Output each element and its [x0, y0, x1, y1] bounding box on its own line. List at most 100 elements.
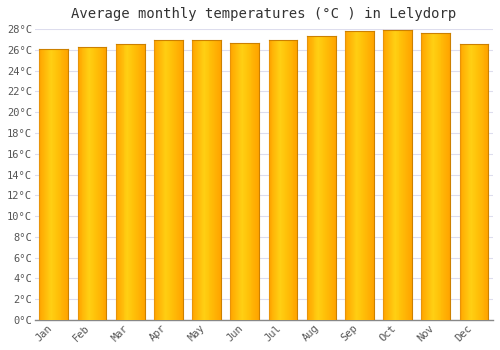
Bar: [78, 47, 80, 320]
Bar: [258, 43, 259, 320]
Bar: [478, 44, 480, 320]
Bar: [466, 44, 468, 320]
Bar: [448, 33, 449, 320]
Bar: [53, 49, 54, 320]
Bar: [238, 43, 239, 320]
Bar: [198, 41, 199, 320]
Bar: [256, 43, 257, 320]
Bar: [310, 36, 312, 320]
Bar: [199, 41, 200, 320]
Bar: [164, 41, 166, 320]
Bar: [436, 33, 438, 320]
Bar: [284, 41, 285, 320]
Bar: [208, 41, 210, 320]
Bar: [290, 41, 292, 320]
Bar: [46, 49, 47, 320]
Bar: [332, 36, 334, 320]
Bar: [119, 44, 120, 320]
Bar: [372, 31, 374, 320]
Bar: [438, 33, 440, 320]
Bar: [56, 49, 58, 320]
Bar: [368, 31, 369, 320]
Bar: [283, 41, 284, 320]
Bar: [67, 49, 68, 320]
Bar: [322, 36, 323, 320]
Bar: [130, 44, 131, 320]
Bar: [62, 49, 64, 320]
Bar: [157, 41, 158, 320]
Bar: [349, 31, 350, 320]
Bar: [316, 36, 318, 320]
Bar: [201, 41, 202, 320]
Bar: [274, 41, 276, 320]
Bar: [320, 36, 321, 320]
Bar: [276, 41, 278, 320]
Bar: [329, 36, 330, 320]
Bar: [427, 33, 428, 320]
Bar: [280, 41, 281, 320]
Bar: [473, 44, 474, 320]
Bar: [406, 30, 407, 320]
Bar: [449, 33, 450, 320]
Bar: [472, 44, 473, 320]
Bar: [396, 30, 398, 320]
Bar: [476, 44, 477, 320]
Bar: [52, 49, 53, 320]
Bar: [93, 47, 94, 320]
Bar: [308, 36, 309, 320]
Bar: [270, 41, 272, 320]
Bar: [89, 47, 90, 320]
Bar: [358, 31, 360, 320]
Bar: [470, 44, 471, 320]
Bar: [444, 33, 446, 320]
Bar: [440, 33, 442, 320]
Bar: [170, 41, 172, 320]
Bar: [252, 43, 254, 320]
Bar: [257, 43, 258, 320]
Bar: [87, 47, 88, 320]
Bar: [96, 47, 97, 320]
Bar: [132, 44, 133, 320]
Bar: [158, 41, 159, 320]
Bar: [429, 33, 430, 320]
Bar: [390, 30, 391, 320]
Bar: [135, 44, 136, 320]
Bar: [86, 47, 87, 320]
Bar: [234, 43, 235, 320]
Bar: [239, 43, 240, 320]
Bar: [287, 41, 288, 320]
Bar: [432, 33, 433, 320]
Bar: [286, 41, 287, 320]
Bar: [218, 41, 219, 320]
Bar: [409, 30, 410, 320]
Bar: [134, 44, 135, 320]
Bar: [116, 44, 117, 320]
Bar: [464, 44, 466, 320]
Bar: [325, 36, 326, 320]
Bar: [407, 30, 408, 320]
Bar: [323, 36, 324, 320]
Bar: [180, 41, 181, 320]
Bar: [206, 41, 208, 320]
Bar: [383, 30, 384, 320]
Bar: [168, 41, 170, 320]
Bar: [232, 43, 234, 320]
Bar: [352, 31, 354, 320]
Bar: [42, 49, 43, 320]
Bar: [404, 30, 405, 320]
Bar: [393, 30, 394, 320]
Bar: [391, 30, 392, 320]
Bar: [435, 33, 436, 320]
Bar: [428, 33, 429, 320]
Bar: [196, 41, 197, 320]
Bar: [117, 44, 118, 320]
Bar: [279, 41, 280, 320]
Bar: [480, 44, 482, 320]
Title: Average monthly temperatures (°C ) in Lelydorp: Average monthly temperatures (°C ) in Le…: [72, 7, 456, 21]
Bar: [370, 31, 371, 320]
Bar: [58, 49, 59, 320]
Bar: [324, 36, 325, 320]
Bar: [178, 41, 179, 320]
Bar: [388, 30, 389, 320]
Bar: [434, 33, 435, 320]
